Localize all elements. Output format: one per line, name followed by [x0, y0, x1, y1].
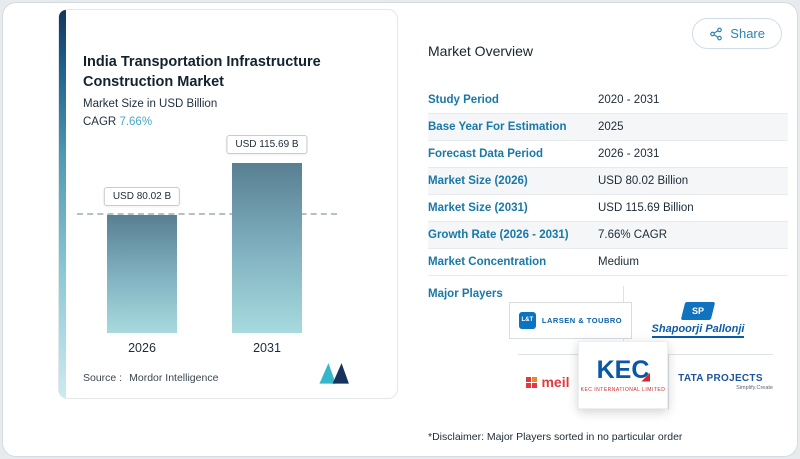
row-value: USD 115.69 Billion [598, 202, 694, 214]
bar-value-label-2031: USD 115.69 B [226, 135, 308, 154]
target-dash-line [77, 213, 337, 216]
player-shapoorji-pallonji: SP Shapoorji Pallonji [623, 286, 773, 354]
chart-title: India Transportation Infrastructure Cons… [83, 54, 321, 91]
player-larsen-toubro: L&T LARSEN & TOUBRO [508, 286, 633, 354]
kec-name: KEC [596, 355, 651, 384]
cagr-value: 7.66% [119, 116, 153, 128]
meil-mark [526, 376, 538, 388]
kec-red-accent [641, 372, 651, 382]
overview-table: Study Period 2020 - 2031 Base Year For E… [428, 87, 788, 276]
overview-row-market-size-2031: Market Size (2031) USD 115.69 Billion [428, 195, 788, 222]
mordor-intelligence-logo [319, 363, 349, 384]
bar-2026 [107, 215, 177, 333]
row-label: Study Period [428, 94, 499, 106]
row-value: 2020 - 2031 [598, 94, 660, 106]
overview-row-market-concentration: Market Concentration Medium [428, 249, 788, 276]
meil-name: meil [541, 374, 570, 390]
bar-2031 [232, 163, 302, 333]
row-label: Market Concentration [428, 256, 547, 268]
overview-row-growth-rate: Growth Rate (2026 - 2031) 7.66% CAGR [428, 222, 788, 249]
shapoorji-pallonji-mark: SP [680, 302, 716, 320]
row-value: USD 80.02 Billion [598, 175, 689, 187]
share-button[interactable]: Share [692, 18, 782, 49]
row-label: Market Size (2031) [428, 202, 528, 214]
row-value: Medium [598, 256, 639, 268]
tata-projects-caption: Simplify.Create [736, 385, 773, 391]
overview-row-study-period: Study Period 2020 - 2031 [428, 87, 788, 114]
major-players-grid: L&T LARSEN & TOUBRO SP Shapoorji Pallonj… [508, 286, 773, 410]
row-label: Base Year For Estimation [428, 121, 567, 133]
cagr-label: CAGR [83, 116, 117, 128]
share-icon [710, 27, 723, 40]
player-kec: KEC KEC INTERNATIONAL LIMITED [578, 341, 668, 409]
overview-row-base-year: Base Year For Estimation 2025 [428, 114, 788, 141]
x-axis-label-2026: 2026 [128, 341, 156, 355]
disclaimer-text: *Disclaimer: Major Players sorted in no … [428, 431, 683, 443]
chart-panel: India Transportation Infrastructure Cons… [58, 9, 398, 399]
tata-projects-name: TATA PROJECTS [678, 373, 763, 384]
larsen-toubro-name: LARSEN & TOUBRO [541, 315, 623, 325]
market-overview-panel: Market Overview Study Period 2020 - 2031… [428, 43, 788, 455]
player-meil: meil [518, 354, 578, 410]
row-value: 7.66% CAGR [598, 229, 668, 241]
bar-value-label-2026: USD 80.02 B [103, 187, 181, 207]
row-value: 2026 - 2031 [598, 148, 660, 160]
chart-subtitle: Market Size in USD Billion [83, 98, 218, 110]
accent-strip [59, 10, 66, 398]
row-label: Forecast Data Period [428, 148, 544, 160]
players-grid-divider [668, 354, 669, 410]
larsen-toubro-logo: L&T LARSEN & TOUBRO [508, 301, 633, 339]
row-value: 2025 [598, 121, 624, 133]
source-label: Source : [83, 372, 123, 384]
x-axis-label-2031: 2031 [253, 341, 281, 355]
player-tata-projects: TATA PROJECTS Simplify.Create [668, 354, 773, 410]
overview-row-forecast-period: Forecast Data Period 2026 - 2031 [428, 141, 788, 168]
shapoorji-pallonji-name: Shapoorji Pallonji [651, 323, 745, 338]
row-label: Market Size (2026) [428, 175, 528, 187]
kec-letters: KEC [596, 355, 650, 384]
cagr-line: CAGR 7.66% [83, 116, 152, 128]
major-players-label: Major Players [428, 288, 503, 300]
larsen-toubro-mark: L&T [518, 311, 536, 329]
shapoorji-mark-letters: SP [691, 306, 704, 316]
overview-title: Market Overview [428, 43, 534, 59]
bar-chart: USD 80.02 B USD 115.69 B [77, 128, 379, 333]
source-row: Source : Mordor Intelligence [83, 372, 218, 384]
row-label: Growth Rate (2026 - 2031) [428, 229, 569, 241]
share-label: Share [730, 26, 765, 41]
kec-caption: KEC INTERNATIONAL LIMITED [580, 386, 666, 393]
source-value: Mordor Intelligence [129, 372, 219, 384]
overview-row-market-size-2026: Market Size (2026) USD 80.02 Billion [428, 168, 788, 195]
